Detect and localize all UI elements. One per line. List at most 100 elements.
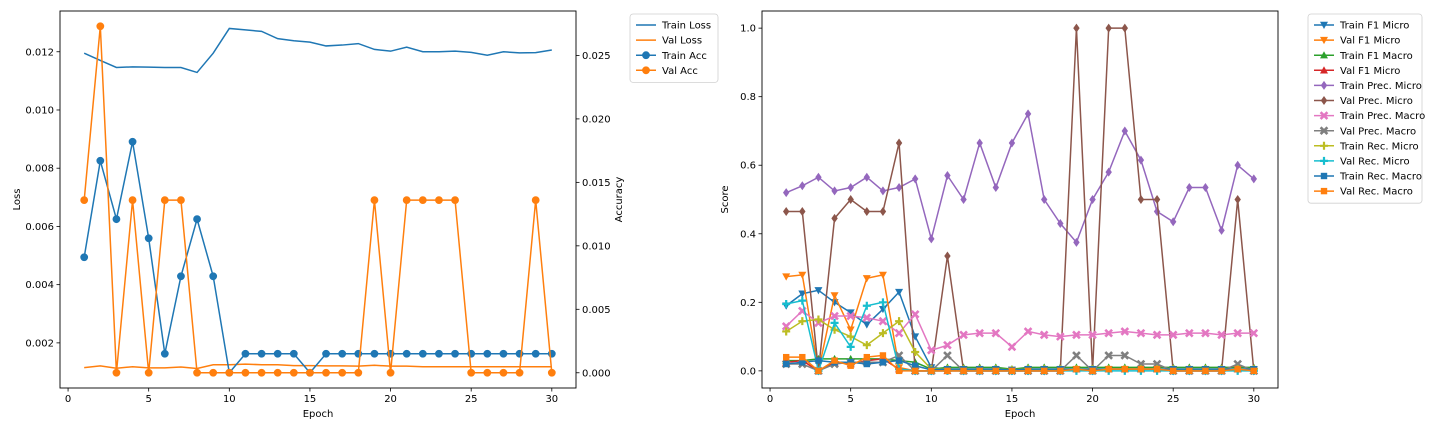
legend-label: Train Acc [661, 51, 707, 62]
data-point [1153, 365, 1161, 373]
data-point [895, 183, 903, 193]
data-point [1073, 365, 1080, 373]
legend-entry: Train F1 Micro [1314, 21, 1409, 32]
data-point [863, 353, 871, 361]
data-point [1186, 183, 1193, 193]
data-point [289, 349, 298, 358]
legend: Train Loss Val Loss Train Acc Val Acc [629, 13, 719, 83]
data-point [863, 172, 871, 182]
data-point [306, 368, 314, 377]
data-point [112, 215, 121, 224]
legend-entry: Val Prec. Micro [1314, 96, 1413, 107]
data-point [862, 341, 871, 350]
x-tick-label: 15 [1006, 394, 1019, 405]
chart-2: 0 5 10 15 20 25 30 0.0 0.2 0.4 0.6 0.8 1.0 Epoch Score… [720, 10, 1425, 420]
legend-entry: Val Rec. Macro [1314, 187, 1413, 198]
x-tick-label: 30 [1247, 394, 1260, 405]
data-point [402, 196, 411, 205]
series-line-train-f1-macro [786, 358, 1254, 370]
data-point [910, 309, 920, 319]
data-point [798, 290, 807, 298]
legend-label: Val F1 Micro [1340, 66, 1400, 77]
y-tick-label: 0.006 [25, 222, 54, 233]
legend-marker [1320, 36, 1328, 45]
y-tick-label: 0.012 [25, 47, 54, 58]
x-axis-ticks: 0 5 10 15 20 25 30 [65, 388, 558, 405]
data-point [847, 362, 854, 369]
legend-label: Train F1 Micro [1339, 21, 1409, 32]
x-tick-label: 10 [223, 394, 236, 405]
x-tick-label: 25 [465, 394, 478, 405]
data-point [798, 296, 807, 305]
data-point [782, 360, 790, 368]
data-point [531, 196, 540, 205]
data-point [911, 174, 919, 184]
y-tick-label: 0.004 [25, 280, 54, 291]
x-tick-label: 0 [65, 394, 71, 405]
data-point [814, 287, 823, 295]
data-point [1120, 351, 1130, 360]
data-point [1105, 167, 1112, 177]
data-point [830, 292, 839, 300]
y2-tick-label: 0.005 [582, 305, 611, 316]
data-point [1121, 126, 1129, 136]
data-point [1137, 195, 1145, 204]
data-point [911, 367, 919, 375]
data-point [1039, 330, 1049, 340]
data-point [80, 253, 89, 262]
series-train-loss [83, 27, 552, 74]
data-point [878, 316, 888, 326]
data-point [515, 368, 524, 377]
data-point [830, 311, 839, 321]
data-point [338, 368, 347, 377]
legend-entry: Train Prec. Micro [1314, 80, 1422, 92]
data-point [799, 206, 806, 216]
series-line-train-prec-macro [785, 309, 1254, 352]
data-point [847, 359, 854, 366]
legend-box [629, 13, 719, 83]
y-axis-ticks: 0.002 0.004 0.006 0.008 0.010 0.012 [25, 47, 60, 349]
data-point [1234, 365, 1241, 373]
data-point [1055, 332, 1065, 341]
data-point [1024, 367, 1032, 375]
legend-entry: Val F1 Micro [1314, 66, 1400, 77]
x-tick-label: 0 [767, 394, 773, 405]
y2-tick-label: 0.010 [582, 241, 611, 252]
data-point [799, 181, 806, 191]
data-point [991, 328, 1001, 338]
data-point [1121, 365, 1129, 373]
data-point [782, 206, 790, 216]
legend-marker [1320, 156, 1328, 165]
data-point [895, 288, 904, 297]
data-point [1137, 365, 1145, 373]
data-point [193, 368, 201, 377]
data-point [879, 186, 887, 196]
data-point [815, 172, 822, 182]
data-point [1202, 367, 1209, 375]
data-point [992, 183, 1000, 193]
data-point [483, 349, 492, 358]
x-tick-label: 5 [146, 394, 152, 405]
data-point [1169, 217, 1177, 227]
data-point [1040, 195, 1048, 204]
data-point [975, 328, 985, 338]
x-tick-label: 20 [384, 394, 397, 405]
data-point [781, 321, 791, 331]
data-point [1073, 237, 1080, 247]
data-point [289, 368, 298, 377]
series-train-acc [80, 137, 556, 377]
data-point [1218, 367, 1225, 375]
data-point [847, 195, 854, 204]
data-point [1104, 351, 1114, 360]
data-point [1250, 367, 1258, 375]
legend-entry: Val Prec. Macro [1314, 126, 1416, 137]
data-point [209, 368, 218, 377]
data-point [926, 345, 936, 355]
data-point [928, 234, 935, 244]
legend-label: Train Loss [661, 21, 711, 32]
data-point [1152, 330, 1162, 340]
data-point [862, 275, 871, 283]
data-point [1249, 328, 1259, 338]
data-point [451, 349, 459, 358]
